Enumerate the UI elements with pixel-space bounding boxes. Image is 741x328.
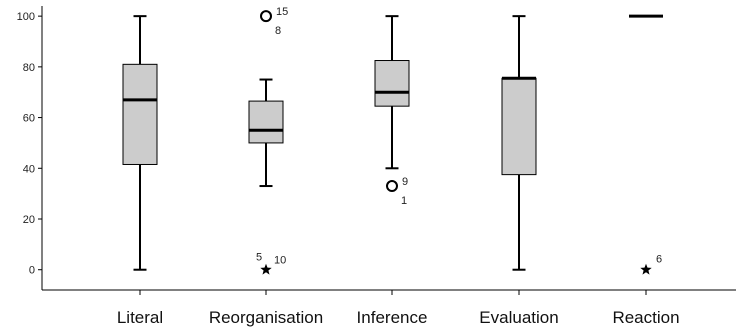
box-literal [122,15,158,271]
axes: 0 20 40 60 80 100 [17,6,736,295]
iqr-box [248,100,284,144]
outlier-label: 10 [274,255,286,267]
category-label-reaction: Reaction [612,308,679,327]
category-label-evaluation: Evaluation [479,308,558,327]
category-label-reorganisation: Reorganisation [209,308,323,327]
box-reorganisation: 15 8 5 10 [248,6,288,275]
outlier-circle [260,10,272,23]
outlier-label: 9 [402,176,408,188]
box-evaluation [501,15,537,271]
category-label-inference: Inference [357,308,428,327]
outlier-circle [386,180,398,193]
y-tick-label: 20 [23,214,35,226]
y-tick-label: 60 [23,113,35,125]
outlier-star [640,263,652,275]
outlier-label: 6 [656,254,662,266]
outlier-label: 15 [276,6,288,18]
iqr-box [374,60,410,107]
y-tick-label: 0 [29,265,35,277]
box-reaction: 6 [629,14,663,275]
y-tick-label: 100 [17,11,35,23]
box-inference: 91 [374,15,410,207]
outlier-star [260,263,272,275]
iqr-box [501,77,537,176]
outlier-label: 1 [401,195,407,207]
category-labels: Literal Reorganisation Inference Evaluation… [117,308,680,327]
category-label-literal: Literal [117,308,163,327]
iqr-box [122,63,158,165]
y-tick-label: 40 [23,163,35,175]
y-tick-label: 80 [23,62,35,74]
outlier-label: 5 [256,252,262,264]
outlier-label: 8 [275,25,281,37]
